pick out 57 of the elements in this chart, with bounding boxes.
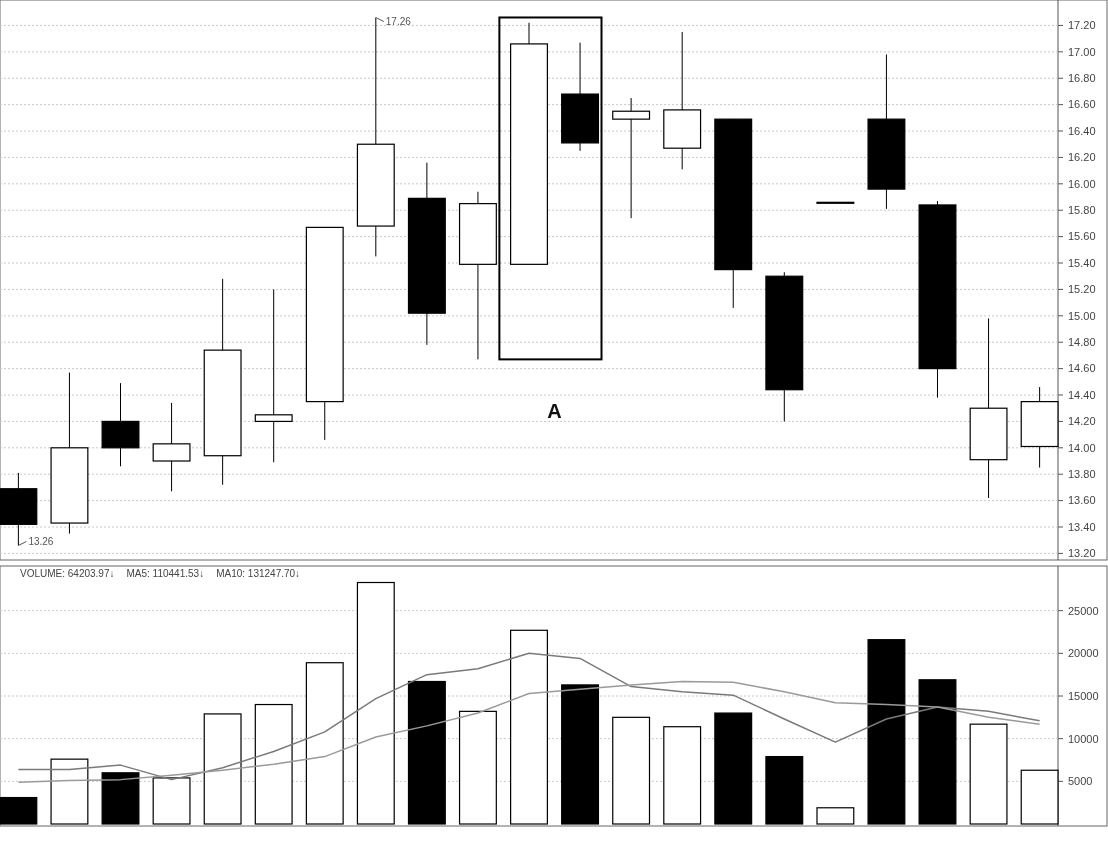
y-tick-label: 15.40 — [1068, 256, 1096, 269]
candlestick — [612, 97, 651, 219]
bar — [816, 807, 855, 825]
bar — [969, 723, 1008, 825]
y-tick-label: 13.80 — [1068, 468, 1096, 481]
bar — [458, 710, 497, 825]
y-tick-label: 14.00 — [1068, 441, 1096, 454]
annotation: A — [547, 400, 562, 422]
y-tick-label: 14.80 — [1068, 336, 1096, 349]
bar — [867, 639, 906, 825]
y-tick-label: 15000 — [1068, 689, 1099, 702]
y-tick-label: 10000 — [1068, 732, 1099, 745]
bar — [254, 703, 293, 825]
y-tick-label: 15.80 — [1068, 204, 1096, 217]
bar — [714, 712, 753, 825]
y-tick-label: 15.20 — [1068, 283, 1096, 296]
y-tick-label: 14.60 — [1068, 362, 1096, 375]
bar — [1020, 769, 1059, 825]
y-tick-label: 17.20 — [1068, 19, 1096, 32]
bar — [101, 772, 140, 825]
bar — [305, 662, 344, 825]
y-tick-label: 20000 — [1068, 647, 1099, 660]
annotation: VOLUME: 64203.97↓ — [20, 568, 115, 579]
y-tick-label: 15.60 — [1068, 230, 1096, 243]
bar — [612, 716, 651, 825]
bar — [663, 726, 702, 825]
y-tick-label: 16.80 — [1068, 72, 1096, 85]
y-tick-label: 13.20 — [1068, 547, 1096, 560]
y-tick-label: 13.60 — [1068, 494, 1096, 507]
y-tick-label: 13.40 — [1068, 520, 1096, 533]
annotation: 17.26 — [385, 16, 412, 28]
y-tick-label: 16.60 — [1068, 98, 1096, 111]
bar — [407, 680, 446, 825]
annotation: MA10: 131247.70↓ — [216, 568, 301, 579]
bar — [356, 581, 395, 825]
y-tick-label: 14.20 — [1068, 415, 1096, 428]
bar — [561, 684, 600, 825]
bar — [152, 777, 191, 825]
y-tick-label: 25000 — [1068, 604, 1099, 617]
annotation: MA5: 110441.53↓ — [126, 568, 205, 579]
bar — [510, 629, 548, 825]
bar — [50, 758, 89, 825]
y-tick-label: 16.40 — [1068, 124, 1096, 137]
y-tick-label: 15.00 — [1068, 309, 1096, 322]
annotation: 13.26 — [28, 535, 54, 547]
y-tick-label: 14.40 — [1068, 388, 1096, 401]
y-tick-label: 17.00 — [1068, 45, 1096, 58]
candlestick — [254, 288, 293, 463]
bar — [765, 755, 804, 825]
y-tick-label: 16.00 — [1068, 177, 1096, 190]
line-series — [17, 652, 1041, 781]
y-tick-label: 5000 — [1068, 775, 1093, 788]
bar — [0, 796, 38, 825]
bar — [918, 679, 957, 825]
line-series — [17, 680, 1041, 783]
bar — [203, 713, 242, 825]
y-tick-label: 16.20 — [1068, 151, 1096, 164]
